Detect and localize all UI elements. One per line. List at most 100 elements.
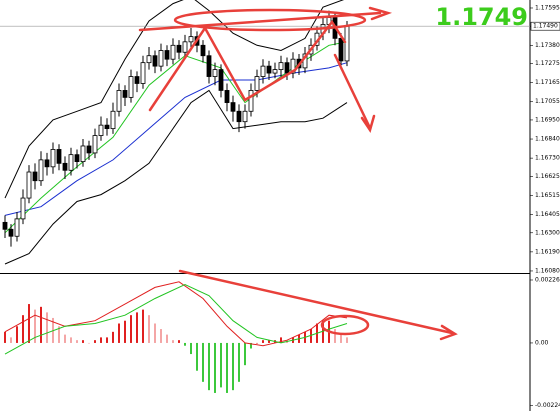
histogram-bar (190, 342, 192, 355)
candle-body (230, 102, 236, 112)
candle-body (272, 69, 278, 74)
histogram-bar (334, 329, 336, 343)
candle-body (110, 110, 116, 130)
y-tick-label: 1.17595 (535, 4, 560, 11)
candle-body (74, 154, 80, 163)
annotation-arrowhead (439, 324, 458, 341)
candle-body (2, 221, 8, 230)
histogram-bar (256, 342, 258, 344)
histogram-bar (46, 312, 48, 343)
annotation-arrowhead (360, 114, 376, 133)
indicator-line (4, 284, 348, 355)
y-tick-label: 1.16515 (535, 192, 560, 199)
candle-body (200, 44, 206, 57)
candle-body (224, 90, 230, 103)
annotation-line (178, 269, 454, 335)
current-price-box (530, 21, 560, 31)
y-tick-label: 1.16840 (535, 136, 560, 143)
price-badge: 1.1749 (435, 3, 528, 31)
candle-body (248, 90, 254, 112)
histogram-bar (214, 342, 216, 393)
candle-body (338, 37, 344, 62)
candle-body (158, 50, 164, 67)
annotation-ellipse (320, 314, 370, 336)
histogram-bar (172, 340, 174, 343)
histogram-bar (88, 342, 90, 344)
candle-body (344, 25, 350, 62)
annotation-ellipse (173, 8, 367, 32)
indicator-line (4, 89, 348, 265)
annotation-zigzag (148, 19, 347, 112)
histogram-bar (70, 337, 72, 343)
candle-body (20, 197, 26, 220)
histogram-bar (10, 337, 12, 343)
y-tick-label: 0.0022664 (535, 276, 560, 283)
histogram-bar (16, 326, 18, 343)
histogram-bar (136, 312, 138, 343)
histogram-bar (250, 342, 252, 349)
y-tick-label: 1.16950 (535, 116, 560, 123)
y-tick-label: 1.17380 (535, 42, 560, 49)
histogram-bar (340, 334, 342, 343)
y-tick-label: 1.16625 (535, 173, 560, 180)
candle-body (242, 110, 248, 123)
histogram-bar (280, 337, 282, 343)
histogram-bar (118, 323, 120, 343)
annotations (138, 6, 458, 341)
candle-body (212, 69, 218, 77)
histogram-bar (148, 315, 150, 343)
y-tick-label: -0.0022494 (535, 402, 560, 409)
histogram-bar (112, 331, 114, 343)
y-tick-label: 1.16190 (535, 248, 560, 255)
candle-body (104, 124, 110, 130)
candle-body (8, 228, 14, 237)
candle-body (254, 76, 260, 91)
histogram-bar (4, 331, 6, 343)
histogram-bar (94, 340, 96, 343)
histogram-bar (142, 309, 144, 343)
candle-body (140, 62, 146, 84)
indicator-line (4, 0, 345, 199)
candle-body (32, 171, 38, 182)
y-tick-label: 0.00 (535, 339, 549, 346)
histogram-bar (40, 306, 42, 343)
histogram-bar (166, 334, 168, 343)
candle-body (134, 76, 140, 84)
y-tick-label: 1.17165 (535, 79, 560, 86)
histogram-bar (244, 342, 246, 366)
candle-body (86, 145, 92, 154)
candle-body (164, 50, 170, 60)
histogram-bar (322, 320, 324, 343)
candle-body (50, 149, 56, 168)
candle-body (206, 55, 212, 77)
candle-body (266, 65, 272, 74)
annotation-line (138, 11, 382, 32)
histogram-bar (220, 342, 222, 388)
candle-body (218, 69, 224, 91)
histogram-bar (226, 342, 228, 393)
histogram-bar (238, 342, 240, 382)
histogram-bar (22, 315, 24, 343)
annotation-line (333, 53, 372, 130)
y-tick-label: 1.16080 (535, 267, 560, 274)
histogram-bar (232, 342, 234, 391)
histogram-bar (196, 342, 198, 371)
histogram-bar (268, 340, 270, 343)
candle-body (26, 171, 32, 199)
candle-body (284, 62, 290, 74)
candle-body (14, 218, 20, 237)
y-tick-label: 1.16730 (535, 155, 560, 162)
candle-body (98, 124, 104, 136)
candle-body (128, 76, 134, 98)
candle-body (182, 41, 188, 53)
candle-body (92, 135, 98, 154)
histogram-bar (82, 340, 84, 343)
candle-body (116, 90, 122, 112)
candle-body (170, 44, 176, 60)
y-tick-label: 1.17055 (535, 98, 560, 105)
candle-body (260, 65, 266, 77)
histogram-bar (130, 315, 132, 343)
histogram-bar (58, 326, 60, 343)
